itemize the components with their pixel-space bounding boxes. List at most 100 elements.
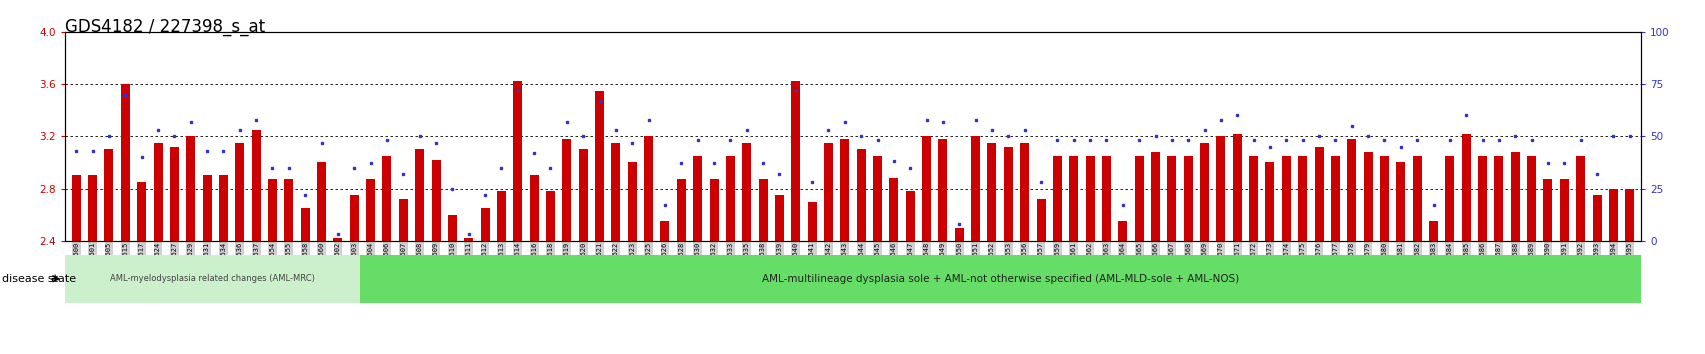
Bar <box>1003 147 1013 241</box>
Bar <box>1183 156 1192 241</box>
Bar <box>955 228 963 241</box>
Bar <box>1315 147 1323 241</box>
Bar <box>1379 156 1388 241</box>
Bar <box>1134 156 1142 241</box>
Bar <box>921 136 931 241</box>
Bar <box>300 208 310 241</box>
Bar <box>677 179 685 241</box>
Bar <box>1101 156 1110 241</box>
Bar <box>1526 156 1535 241</box>
Bar <box>627 162 636 241</box>
Bar <box>888 178 899 241</box>
Bar <box>1166 156 1176 241</box>
Bar <box>464 238 472 241</box>
Bar <box>235 143 244 241</box>
Bar <box>414 149 425 241</box>
Bar <box>1608 189 1616 241</box>
Bar <box>496 191 506 241</box>
Bar <box>186 136 194 241</box>
Bar <box>856 149 864 241</box>
Bar <box>1362 152 1373 241</box>
Text: AML-multilineage dysplasia sole + AML-not otherwise specified (AML-MLD-sole + AM: AML-multilineage dysplasia sole + AML-no… <box>762 274 1238 284</box>
Bar <box>203 176 211 241</box>
Bar <box>1233 134 1241 241</box>
Bar <box>725 156 735 241</box>
Bar <box>529 176 539 241</box>
Bar <box>1477 156 1487 241</box>
Bar <box>905 191 914 241</box>
Bar <box>1020 143 1028 241</box>
Bar <box>759 179 767 241</box>
Bar <box>610 143 621 241</box>
Bar <box>1395 162 1405 241</box>
Bar <box>1280 156 1291 241</box>
Bar <box>1084 156 1095 241</box>
Bar <box>578 149 587 241</box>
Text: GDS4182 / 227398_s_at: GDS4182 / 227398_s_at <box>65 18 264 36</box>
Bar <box>121 84 130 241</box>
Bar <box>1412 156 1420 241</box>
Bar <box>873 156 881 241</box>
Bar <box>1575 156 1584 241</box>
Bar <box>563 139 571 241</box>
Bar <box>546 191 554 241</box>
Bar <box>367 179 375 241</box>
Bar <box>1625 189 1633 241</box>
Bar <box>1052 156 1061 241</box>
Bar <box>431 160 440 241</box>
Bar <box>65 255 360 303</box>
Bar <box>1265 162 1274 241</box>
Bar <box>350 195 358 241</box>
Bar <box>1151 152 1159 241</box>
Bar <box>170 147 179 241</box>
Bar <box>317 162 326 241</box>
Bar <box>399 199 407 241</box>
Bar <box>481 208 489 241</box>
Text: disease state: disease state <box>2 274 75 284</box>
Bar <box>1558 179 1569 241</box>
Bar <box>1461 134 1470 241</box>
Bar <box>1347 139 1355 241</box>
Bar <box>1069 156 1078 241</box>
Bar <box>1330 156 1338 241</box>
Bar <box>692 156 702 241</box>
Bar <box>268 179 276 241</box>
Bar <box>1118 221 1127 241</box>
Bar <box>644 136 653 241</box>
Bar <box>841 139 849 241</box>
Bar <box>595 91 604 241</box>
Bar <box>285 179 293 241</box>
Bar <box>1444 156 1453 241</box>
Bar <box>774 195 784 241</box>
Bar <box>360 255 1640 303</box>
Bar <box>136 182 147 241</box>
Bar <box>1037 199 1045 241</box>
Bar <box>513 81 522 241</box>
Bar <box>448 215 457 241</box>
Bar <box>987 143 996 241</box>
Bar <box>709 179 718 241</box>
Bar <box>1298 156 1306 241</box>
Bar <box>1494 156 1502 241</box>
Bar <box>1543 179 1552 241</box>
Bar <box>382 156 390 241</box>
Bar <box>1511 152 1519 241</box>
Bar <box>742 143 750 241</box>
Bar <box>660 221 668 241</box>
Bar <box>1429 221 1437 241</box>
Bar <box>153 143 162 241</box>
Bar <box>806 201 817 241</box>
Bar <box>252 130 261 241</box>
Bar <box>104 149 114 241</box>
Bar <box>332 238 343 241</box>
Bar <box>1199 143 1209 241</box>
Bar <box>970 136 980 241</box>
Bar <box>1216 136 1224 241</box>
Bar <box>824 143 832 241</box>
Bar <box>72 176 80 241</box>
Text: AML-myelodysplasia related changes (AML-MRC): AML-myelodysplasia related changes (AML-… <box>111 274 315 283</box>
Bar <box>1591 195 1601 241</box>
Bar <box>89 176 97 241</box>
Bar <box>218 176 228 241</box>
Bar <box>791 81 800 241</box>
